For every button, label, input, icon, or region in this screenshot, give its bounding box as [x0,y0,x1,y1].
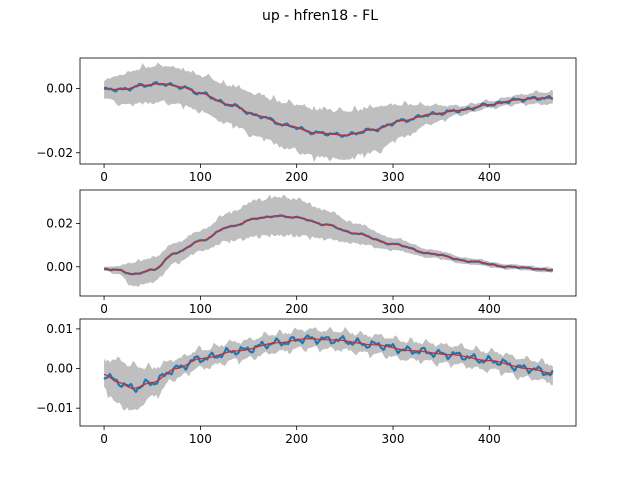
axes-frame-1 [79,57,577,165]
subplot-2: 0 100 200 300 400 0.02 0.00 [46,189,577,316]
x-tick-label: 200 [285,170,308,184]
smooth-fit-line-2 [104,215,553,276]
x-tick-label: 0 [100,432,108,446]
y-tick-label: 0.02 [46,217,73,231]
x-tick-label: 0 [100,170,108,184]
x-tick-label: 200 [285,432,308,446]
y-tick-label: 0.00 [46,82,73,96]
y-tick-label: 0.00 [46,260,73,274]
y-tick-label: −0.02 [36,146,73,160]
x-tick-label: 300 [382,432,405,446]
confidence-band-3 [104,327,553,411]
smooth-fit-line-3 [103,338,553,390]
x-tick-label: 400 [478,170,501,184]
plot-area-2 [103,194,553,287]
y-tick-label: −0.01 [36,401,73,415]
subplot-3: 0 100 200 300 400 0.01 0.00 −0.01 [36,318,577,446]
smooth-fit-line-1 [104,83,553,136]
plot-area-1 [103,62,554,163]
x-tick-label: 400 [478,302,501,316]
confidence-band-2 [104,194,553,287]
figure-title: up - hfren18 - FL [261,8,379,24]
x-tick-label: 300 [382,170,405,184]
x-tick-label: 100 [189,432,212,446]
x-tick-label: 200 [285,302,308,316]
x-tick-label: 0 [100,302,108,316]
signal-line-3 [103,334,554,393]
subplot-1: 0 100 200 300 400 0.00 −0.02 [36,57,577,184]
x-tick-label: 100 [189,302,212,316]
x-tick-label: 100 [189,170,212,184]
x-tick-label: 400 [478,432,501,446]
plot-area-3 [103,327,554,411]
axes-frame-2 [79,189,577,297]
x-tick-label: 300 [382,302,405,316]
confidence-band-1 [104,62,553,163]
y-tick-label: 0.00 [46,362,73,376]
axes-frame-3 [79,318,577,427]
y-tick-label: 0.01 [46,322,73,336]
